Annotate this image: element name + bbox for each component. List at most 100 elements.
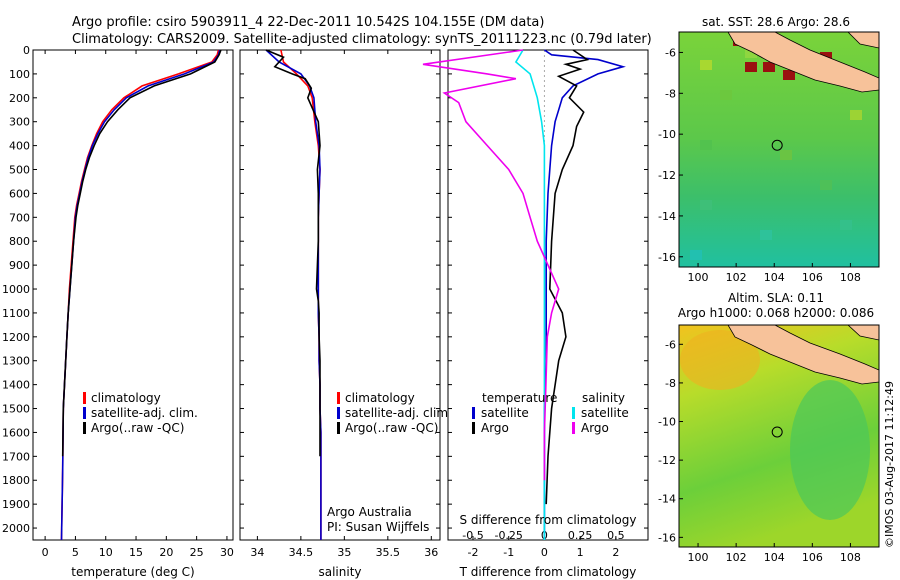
header-line1: Argo profile: csiro 5903911_4 22-Dec-201… [72, 15, 544, 30]
salinity-annotation-line1: Argo Australia [327, 505, 412, 519]
sst-cell [700, 140, 712, 150]
legend-label: satellite [481, 406, 529, 420]
x-tick-label: 25 [190, 546, 204, 559]
legend-label: Argo(..raw -QC) [91, 421, 184, 435]
sla-low-patch [790, 380, 870, 520]
y-tick-label: 0 [23, 44, 30, 57]
legend-label: climatology [91, 391, 161, 405]
y-tick-label: 1500 [2, 403, 30, 416]
y-tick-label: 600 [9, 187, 30, 200]
legend-swatch [83, 392, 86, 404]
sst-cell [850, 110, 862, 120]
legend-swatch [337, 392, 340, 404]
salinity-panel: 34 34.5 35 35.5 36 climatologysatellite-adj.… [239, 49, 452, 579]
legend-swatch [472, 407, 475, 419]
x-tick-label: 2 [612, 546, 619, 559]
temperature-panel: 0 5 10 15 20 25 300100200300400500600700800900… [2, 44, 234, 579]
map-x-tick-label: 104 [764, 551, 785, 564]
x-tick-label: 5 [72, 546, 79, 559]
map-y-tick-label: -10 [658, 416, 676, 429]
sst-cell [763, 62, 775, 72]
map-y-tick-label: -16 [658, 531, 676, 544]
header-line2: Climatology: CARS2009. Satellite-adjuste… [72, 32, 652, 47]
map-x-tick-label: 106 [802, 551, 823, 564]
map-y-tick-label: -6 [665, 46, 676, 59]
legend-label: satellite [581, 406, 629, 420]
temperature-series [60, 49, 222, 541]
x-tick-label: 15 [129, 546, 143, 559]
y-tick-label: 1700 [2, 450, 30, 463]
salinity-axis: 34 34.5 35 35.5 36 [240, 49, 440, 559]
sst-cell [745, 48, 757, 58]
y-tick-label: 1100 [2, 307, 30, 320]
sst-cell [720, 90, 732, 100]
map-x-tick-label: 108 [840, 551, 861, 564]
x-tick-label: 10 [99, 546, 113, 559]
x-tick-label: 35.5 [376, 546, 401, 559]
x-tick-label: 1 [577, 546, 584, 559]
series-line-argo---raw--qc- [265, 49, 321, 457]
series-line-argo---raw--qc- [61, 49, 222, 457]
legend-label: satellite-adj. clim. [91, 406, 198, 420]
legend-swatch [337, 407, 340, 419]
y-tick-label: 1400 [2, 379, 30, 392]
difference-t-label: T difference from climatology [459, 565, 637, 579]
difference-series [422, 49, 626, 540]
y-tick-label: 800 [9, 235, 30, 248]
sla-map-title: Altim. SLA: 0.11 [728, 291, 824, 305]
map-y-tick-label: -6 [665, 338, 676, 351]
sst-cell [700, 60, 712, 70]
sst-cell [700, 200, 712, 210]
x-tick-label: -1 [503, 546, 514, 559]
y-tick-label: 700 [9, 211, 30, 224]
x-tick-label: 0 [42, 546, 49, 559]
credit-label: ©IMOS 03-Aug-2017 11:12:49 [883, 381, 896, 548]
y-tick-label: 2000 [2, 522, 30, 535]
sla-high-patch [680, 330, 760, 390]
legend-label: climatology [345, 391, 415, 405]
map-y-tick-label: -14 [658, 210, 676, 223]
y-tick-label: 500 [9, 164, 30, 177]
legend-label: Argo(..raw -QC) [345, 421, 438, 435]
map-y-tick-label: -8 [665, 377, 676, 390]
x-tick-label: 20 [159, 546, 173, 559]
legend-label: Argo [581, 421, 609, 435]
sst-map-frame [678, 31, 880, 268]
temperature-axis: 0 5 10 15 20 25 300100200300400500600700800900… [2, 44, 234, 559]
salinity-plot-frame [239, 49, 441, 541]
y-tick-label: 100 [9, 68, 30, 81]
sst-cell [840, 220, 852, 230]
map-x-tick-label: 100 [688, 271, 709, 284]
x-tick-label: 0 [541, 546, 548, 559]
legend-heading-salinity: salinity [582, 391, 625, 405]
x-tick-label: 35 [337, 546, 351, 559]
map-x-tick-label: 102 [726, 551, 747, 564]
map-y-tick-label: -16 [658, 251, 676, 264]
y-tick-label: 400 [9, 140, 30, 153]
s-tick-label: 0.5 [607, 529, 625, 542]
temperature-x-label: temperature (deg C) [71, 565, 194, 579]
sst-cell [690, 250, 702, 260]
map-x-tick-label: 102 [726, 271, 747, 284]
sst-cell [760, 230, 772, 240]
y-tick-label: 900 [9, 259, 30, 272]
y-tick-label: 1000 [2, 283, 30, 296]
series-line-t-argo [545, 49, 590, 505]
sst-cell [783, 70, 795, 80]
s-tick-label: -0.5 [462, 529, 483, 542]
land-sumatra-java-2 [727, 325, 879, 385]
land-island [847, 32, 879, 49]
map-y-tick-label: -12 [658, 454, 676, 467]
legend-label: Argo [481, 421, 509, 435]
y-tick-label: 1800 [2, 474, 30, 487]
salinity-annotation-line2: PI: Susan Wijffels [327, 520, 429, 534]
y-tick-label: 1300 [2, 355, 30, 368]
legend-swatch [337, 422, 340, 434]
legend-label: satellite-adj. clim. [345, 406, 452, 420]
sla-map-subtitle: Argo h1000: 0.068 h2000: 0.086 [678, 306, 874, 320]
legend-swatch [472, 422, 475, 434]
